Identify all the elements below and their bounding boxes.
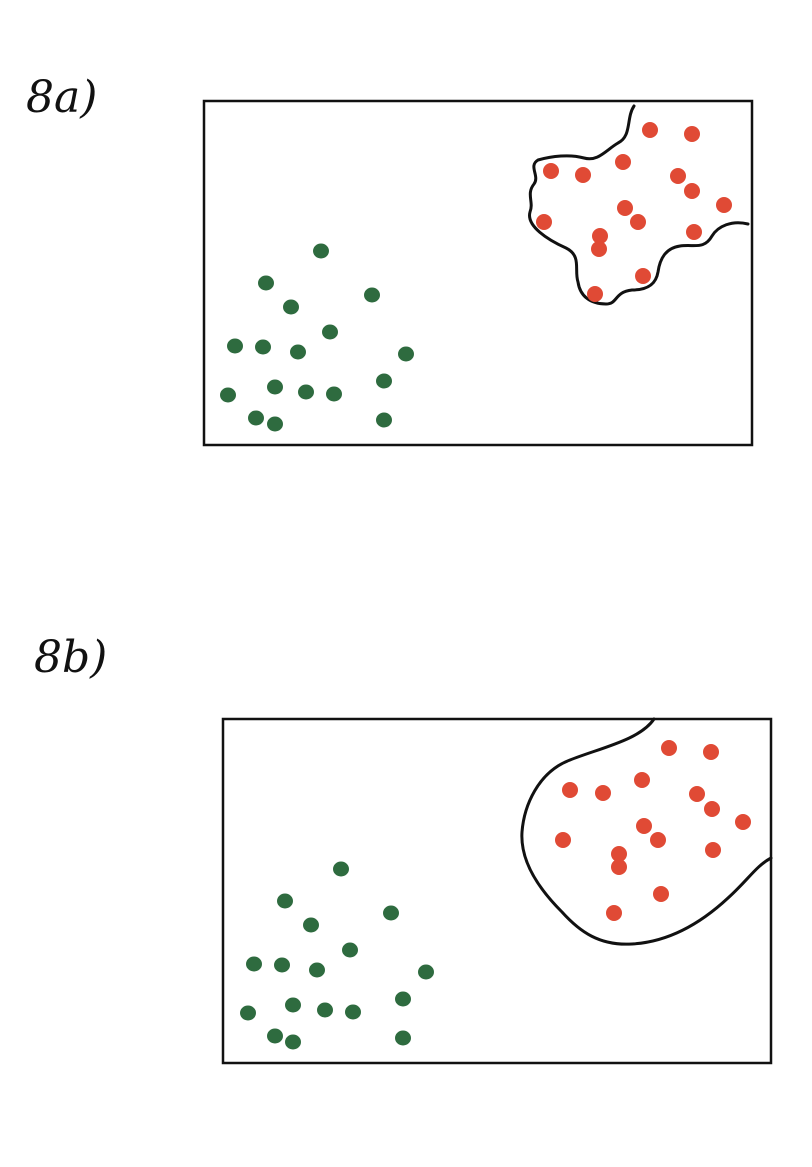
panel-b-green-point	[395, 991, 411, 1007]
panel-a-points	[220, 122, 732, 432]
panel-b-red-point	[653, 886, 669, 902]
panel-b-red-point	[689, 786, 705, 802]
panel-b-red-point	[705, 842, 721, 858]
panel-a-green-point	[248, 410, 264, 426]
panel-b-green-point	[277, 893, 293, 909]
panel-b-green-point	[303, 917, 319, 933]
panel-a-green-point	[255, 339, 271, 355]
panel-a-red-point	[543, 163, 559, 179]
panel-a-label: 8a)	[26, 72, 97, 123]
panel-a-green-point	[298, 384, 314, 400]
panel-a-green-point	[326, 386, 342, 402]
panel-a-green-point	[227, 338, 243, 354]
panel-b-decision-boundary	[520, 717, 773, 946]
panel-b-red-point	[636, 818, 652, 834]
panel-a-green-point	[398, 346, 414, 362]
panel-a-frame	[202, 99, 754, 447]
panel-b-green-point	[267, 1028, 283, 1044]
panel-b-green-point	[383, 905, 399, 921]
panel-a-red-point	[617, 200, 633, 216]
panel-b-green-point	[246, 956, 262, 972]
panel-a-red-point	[592, 228, 608, 244]
panel-b-green-point	[418, 964, 434, 980]
panel-b-red-point	[595, 785, 611, 801]
panel-b-green-point	[240, 1005, 256, 1021]
panel-b-red-point	[562, 782, 578, 798]
panel-a: 8a)	[26, 72, 754, 447]
panel-a-red-point	[536, 214, 552, 230]
panel-a-green-point	[267, 416, 283, 432]
panel-b-red-point	[555, 832, 571, 848]
panel-a-red-point	[587, 286, 603, 302]
panel-b-green-point	[342, 942, 358, 958]
panel-b-green-point	[395, 1030, 411, 1046]
panel-a-green-point	[322, 324, 338, 340]
panel-a-red-point	[591, 241, 607, 257]
panel-a-red-point	[575, 167, 591, 183]
panel-a-green-point	[376, 412, 392, 428]
panel-b-red-point	[704, 801, 720, 817]
panel-b-green-point	[285, 997, 301, 1013]
panel-a-green-point	[364, 287, 380, 303]
panel-a-green-point	[290, 344, 306, 360]
panel-a-green-point	[220, 387, 236, 403]
panel-a-red-point	[716, 197, 732, 213]
panel-b-label: 8b)	[34, 632, 107, 683]
panel-b-green-point	[345, 1004, 361, 1020]
panel-b-green-point	[285, 1034, 301, 1050]
panel-a-red-point	[630, 214, 646, 230]
panel-a-red-point	[684, 183, 700, 199]
panel-a-green-point	[376, 373, 392, 389]
panel-b-green-point	[274, 957, 290, 973]
panel-a-red-point	[635, 268, 651, 284]
panel-a-green-point	[313, 243, 329, 259]
panel-b-green-point	[309, 962, 325, 978]
panel-a-green-point	[258, 275, 274, 291]
panel-b-red-point	[735, 814, 751, 830]
panel-a-red-point	[686, 224, 702, 240]
panel-a-red-point	[684, 126, 700, 142]
panel-a-green-point	[267, 379, 283, 395]
panel-a-red-point	[670, 168, 686, 184]
panel-b-green-point	[333, 861, 349, 877]
panel-b-green-point	[317, 1002, 333, 1018]
panel-a-decision-boundary	[528, 104, 750, 306]
panel-b-red-point	[634, 772, 650, 788]
panel-a-red-point	[642, 122, 658, 138]
panel-b-frame	[221, 717, 773, 1065]
panel-b-red-point	[611, 846, 627, 862]
panel-b-red-point	[606, 905, 622, 921]
panel-b-red-point	[703, 744, 719, 760]
panel-b-red-point	[650, 832, 666, 848]
panel-b-red-point	[661, 740, 677, 756]
panel-b-red-point	[611, 859, 627, 875]
panel-b: 8b)	[34, 632, 773, 1065]
panel-a-green-point	[283, 299, 299, 315]
panel-b-points	[240, 740, 751, 1050]
panel-a-red-point	[615, 154, 631, 170]
